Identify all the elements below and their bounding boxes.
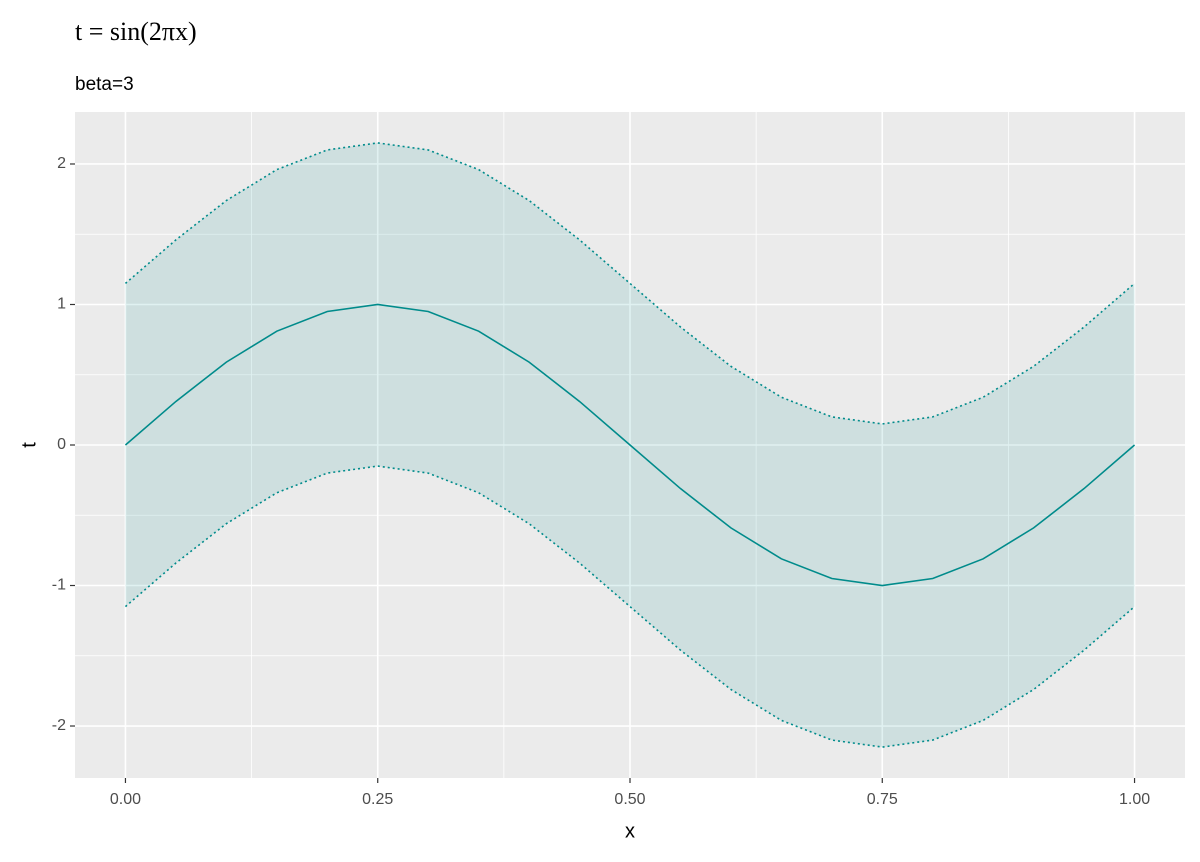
- x-tick-label: 0.00: [110, 791, 141, 808]
- x-tick-label: 0.75: [867, 791, 898, 808]
- x-axis-title: x: [625, 820, 635, 842]
- x-tick-label: 0.25: [362, 791, 393, 808]
- y-tick-label: -1: [52, 577, 66, 594]
- y-tick-label: -2: [52, 717, 66, 734]
- y-tick-label: 1: [57, 296, 66, 313]
- y-tick-label: 2: [57, 155, 66, 172]
- mean-line: [124, 303, 1136, 587]
- x-tick-label: 1.00: [1119, 791, 1150, 808]
- chart-subtitle: beta=3: [75, 74, 134, 95]
- y-tick-label: 0: [57, 436, 66, 453]
- band-edge: [124, 465, 1136, 748]
- chart-title: t = sin(2πx): [75, 17, 197, 46]
- x-tick-label: 0.50: [614, 791, 645, 808]
- band-edge: [124, 142, 1136, 425]
- y-axis-title: t: [18, 442, 40, 448]
